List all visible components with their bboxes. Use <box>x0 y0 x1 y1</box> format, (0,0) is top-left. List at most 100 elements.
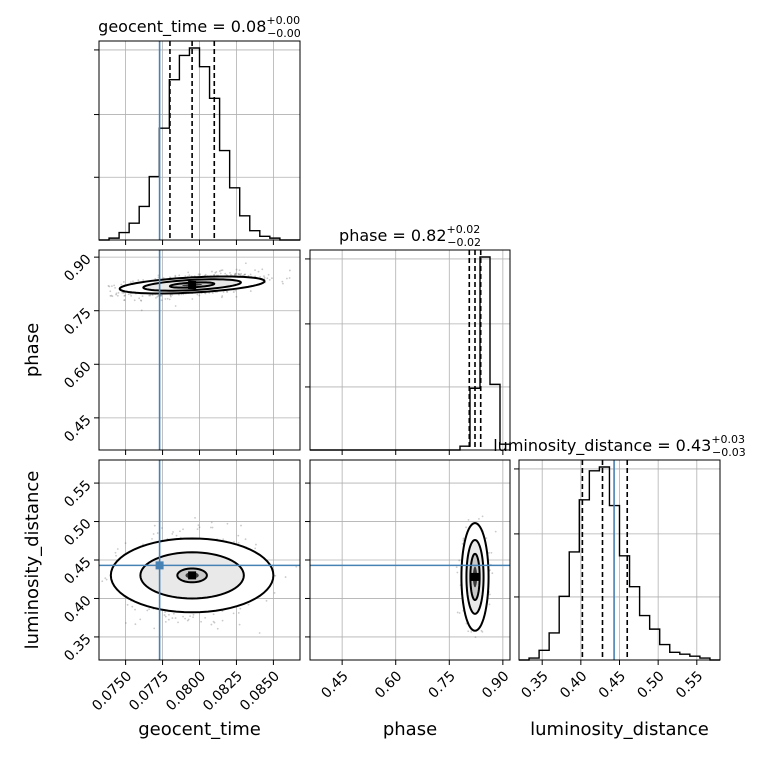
sample-point <box>122 291 125 294</box>
sample-point <box>254 275 257 278</box>
histogram-luminosity_distance <box>519 466 720 661</box>
sample-point <box>196 528 199 530</box>
sample-point <box>174 617 177 619</box>
sample-point <box>238 269 241 271</box>
sample-point <box>243 273 246 276</box>
y-tick-label: 0.75 <box>61 305 94 338</box>
sample-point <box>113 284 116 287</box>
sample-point <box>169 295 172 298</box>
contour-inner <box>469 552 481 602</box>
sample-point <box>244 273 246 276</box>
y-tick-label: 0.45 <box>61 412 94 445</box>
y-tick-label: 0.55 <box>61 477 94 510</box>
title-luminosity_distance: luminosity_distance = 0.43+0.03 −0.03 <box>493 433 746 459</box>
sample-point <box>186 619 189 622</box>
sample-point <box>215 271 218 273</box>
contour-inner <box>176 567 208 584</box>
sample-point <box>132 280 134 283</box>
sample-point <box>60 292 62 294</box>
y-axis-label-phase: phase <box>22 323 43 377</box>
x-axis-label-phase: phase <box>383 719 437 740</box>
x-tick-label: 0.0825 <box>200 668 246 714</box>
truth-marker <box>155 561 164 570</box>
sample-point <box>182 528 184 531</box>
sample-point <box>216 627 219 630</box>
sample-point <box>169 294 172 297</box>
sample-point <box>130 294 133 297</box>
panel-2-0 <box>94 459 301 665</box>
x-tick-label: 0.35 <box>518 668 551 701</box>
sample-point <box>179 530 181 533</box>
x-tick-label: 0.90 <box>479 668 512 701</box>
sample-point <box>139 618 142 621</box>
sample-point <box>134 623 137 626</box>
sample-point <box>244 273 246 276</box>
x-tick-label: 0.55 <box>673 668 706 701</box>
sample-point <box>285 277 288 280</box>
sample-point <box>110 294 113 297</box>
sample-point <box>162 277 165 279</box>
sample-point <box>288 277 291 279</box>
sample-point <box>240 524 242 527</box>
sample-point <box>109 290 112 293</box>
sample-point <box>138 297 141 300</box>
sample-point <box>249 290 252 292</box>
sample-point <box>160 299 163 302</box>
sample-point <box>234 273 237 276</box>
x-tick-label: 0.60 <box>372 668 405 701</box>
panel-0-0: geocent_time = 0.08+0.00 −0.00 <box>94 14 301 245</box>
sample-point <box>237 272 240 275</box>
y-tick-label: 0.90 <box>61 251 94 284</box>
sample-point <box>116 294 119 297</box>
sample-point <box>478 518 480 520</box>
sample-point <box>115 554 117 557</box>
sample-point <box>194 516 196 519</box>
sample-point <box>456 571 459 574</box>
sample-point <box>164 615 167 618</box>
sample-point <box>126 603 129 606</box>
sample-point <box>110 285 113 288</box>
sample-point <box>115 293 118 296</box>
sample-point <box>178 293 180 296</box>
sample-point <box>458 612 461 614</box>
sample-point <box>237 612 240 614</box>
sample-point <box>222 538 225 541</box>
sample-point <box>485 537 488 540</box>
density-max <box>471 572 479 581</box>
histogram-geocent_time <box>99 47 300 241</box>
sample-point <box>232 612 235 615</box>
sample-point <box>211 292 214 294</box>
sample-point <box>204 616 207 619</box>
sample-point <box>164 298 167 300</box>
sample-point <box>490 551 493 554</box>
sample-point <box>115 292 118 295</box>
sample-point <box>488 593 491 596</box>
sample-point <box>172 612 175 615</box>
sample-point <box>188 274 191 276</box>
sample-point <box>133 299 136 302</box>
sample-point <box>189 615 192 618</box>
sample-point <box>226 522 229 525</box>
x-tick-label: 0.75 <box>426 668 459 701</box>
panel-border <box>309 249 511 451</box>
sample-point <box>192 616 195 619</box>
sample-point <box>494 530 497 533</box>
sample-point <box>456 611 459 614</box>
sample-point <box>168 613 170 616</box>
sample-point <box>164 611 166 614</box>
x-tick-label: 0.0800 <box>163 668 209 714</box>
sample-point <box>489 569 491 571</box>
sample-point <box>232 291 235 293</box>
sample-point <box>172 531 174 533</box>
sample-point <box>488 552 490 554</box>
sample-point <box>234 272 237 275</box>
x-tick-label: 0.0775 <box>126 668 172 714</box>
sample-point <box>178 274 181 277</box>
sample-point <box>284 576 287 578</box>
sample-point <box>134 608 136 611</box>
y-tick-label: 0.60 <box>61 359 94 392</box>
x-tick-label: 0.50 <box>634 668 667 701</box>
sample-point <box>204 273 207 276</box>
sample-point <box>198 526 201 529</box>
